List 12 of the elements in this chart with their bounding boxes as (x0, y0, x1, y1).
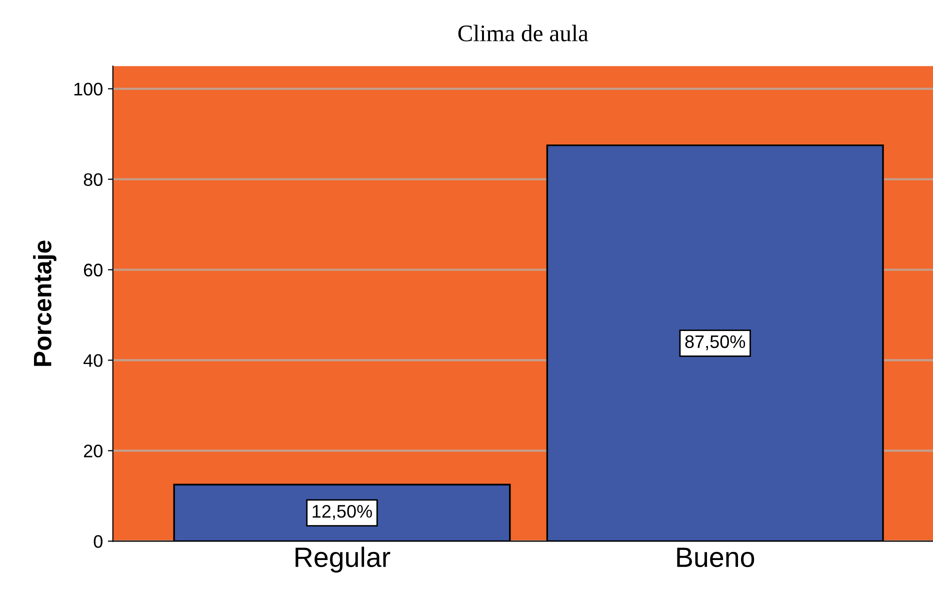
y-axis-title: Porcentaje (33, 240, 56, 366)
y-tick-label: 60 (84, 264, 102, 276)
data-label: 87,50% (685, 335, 746, 350)
data-label: 12,50% (312, 504, 372, 520)
x-tick-label: Bueno (677, 548, 754, 568)
y-tick-label: 0 (94, 535, 102, 548)
y-tick-label: 20 (84, 444, 102, 458)
y-tick-label: 40 (84, 354, 102, 367)
x-tick-label: Regular (296, 546, 390, 573)
y-tick-label: 100 (74, 82, 102, 96)
y-tick-label: 80 (84, 173, 102, 186)
chart-title: Clima de aula (458, 24, 588, 42)
